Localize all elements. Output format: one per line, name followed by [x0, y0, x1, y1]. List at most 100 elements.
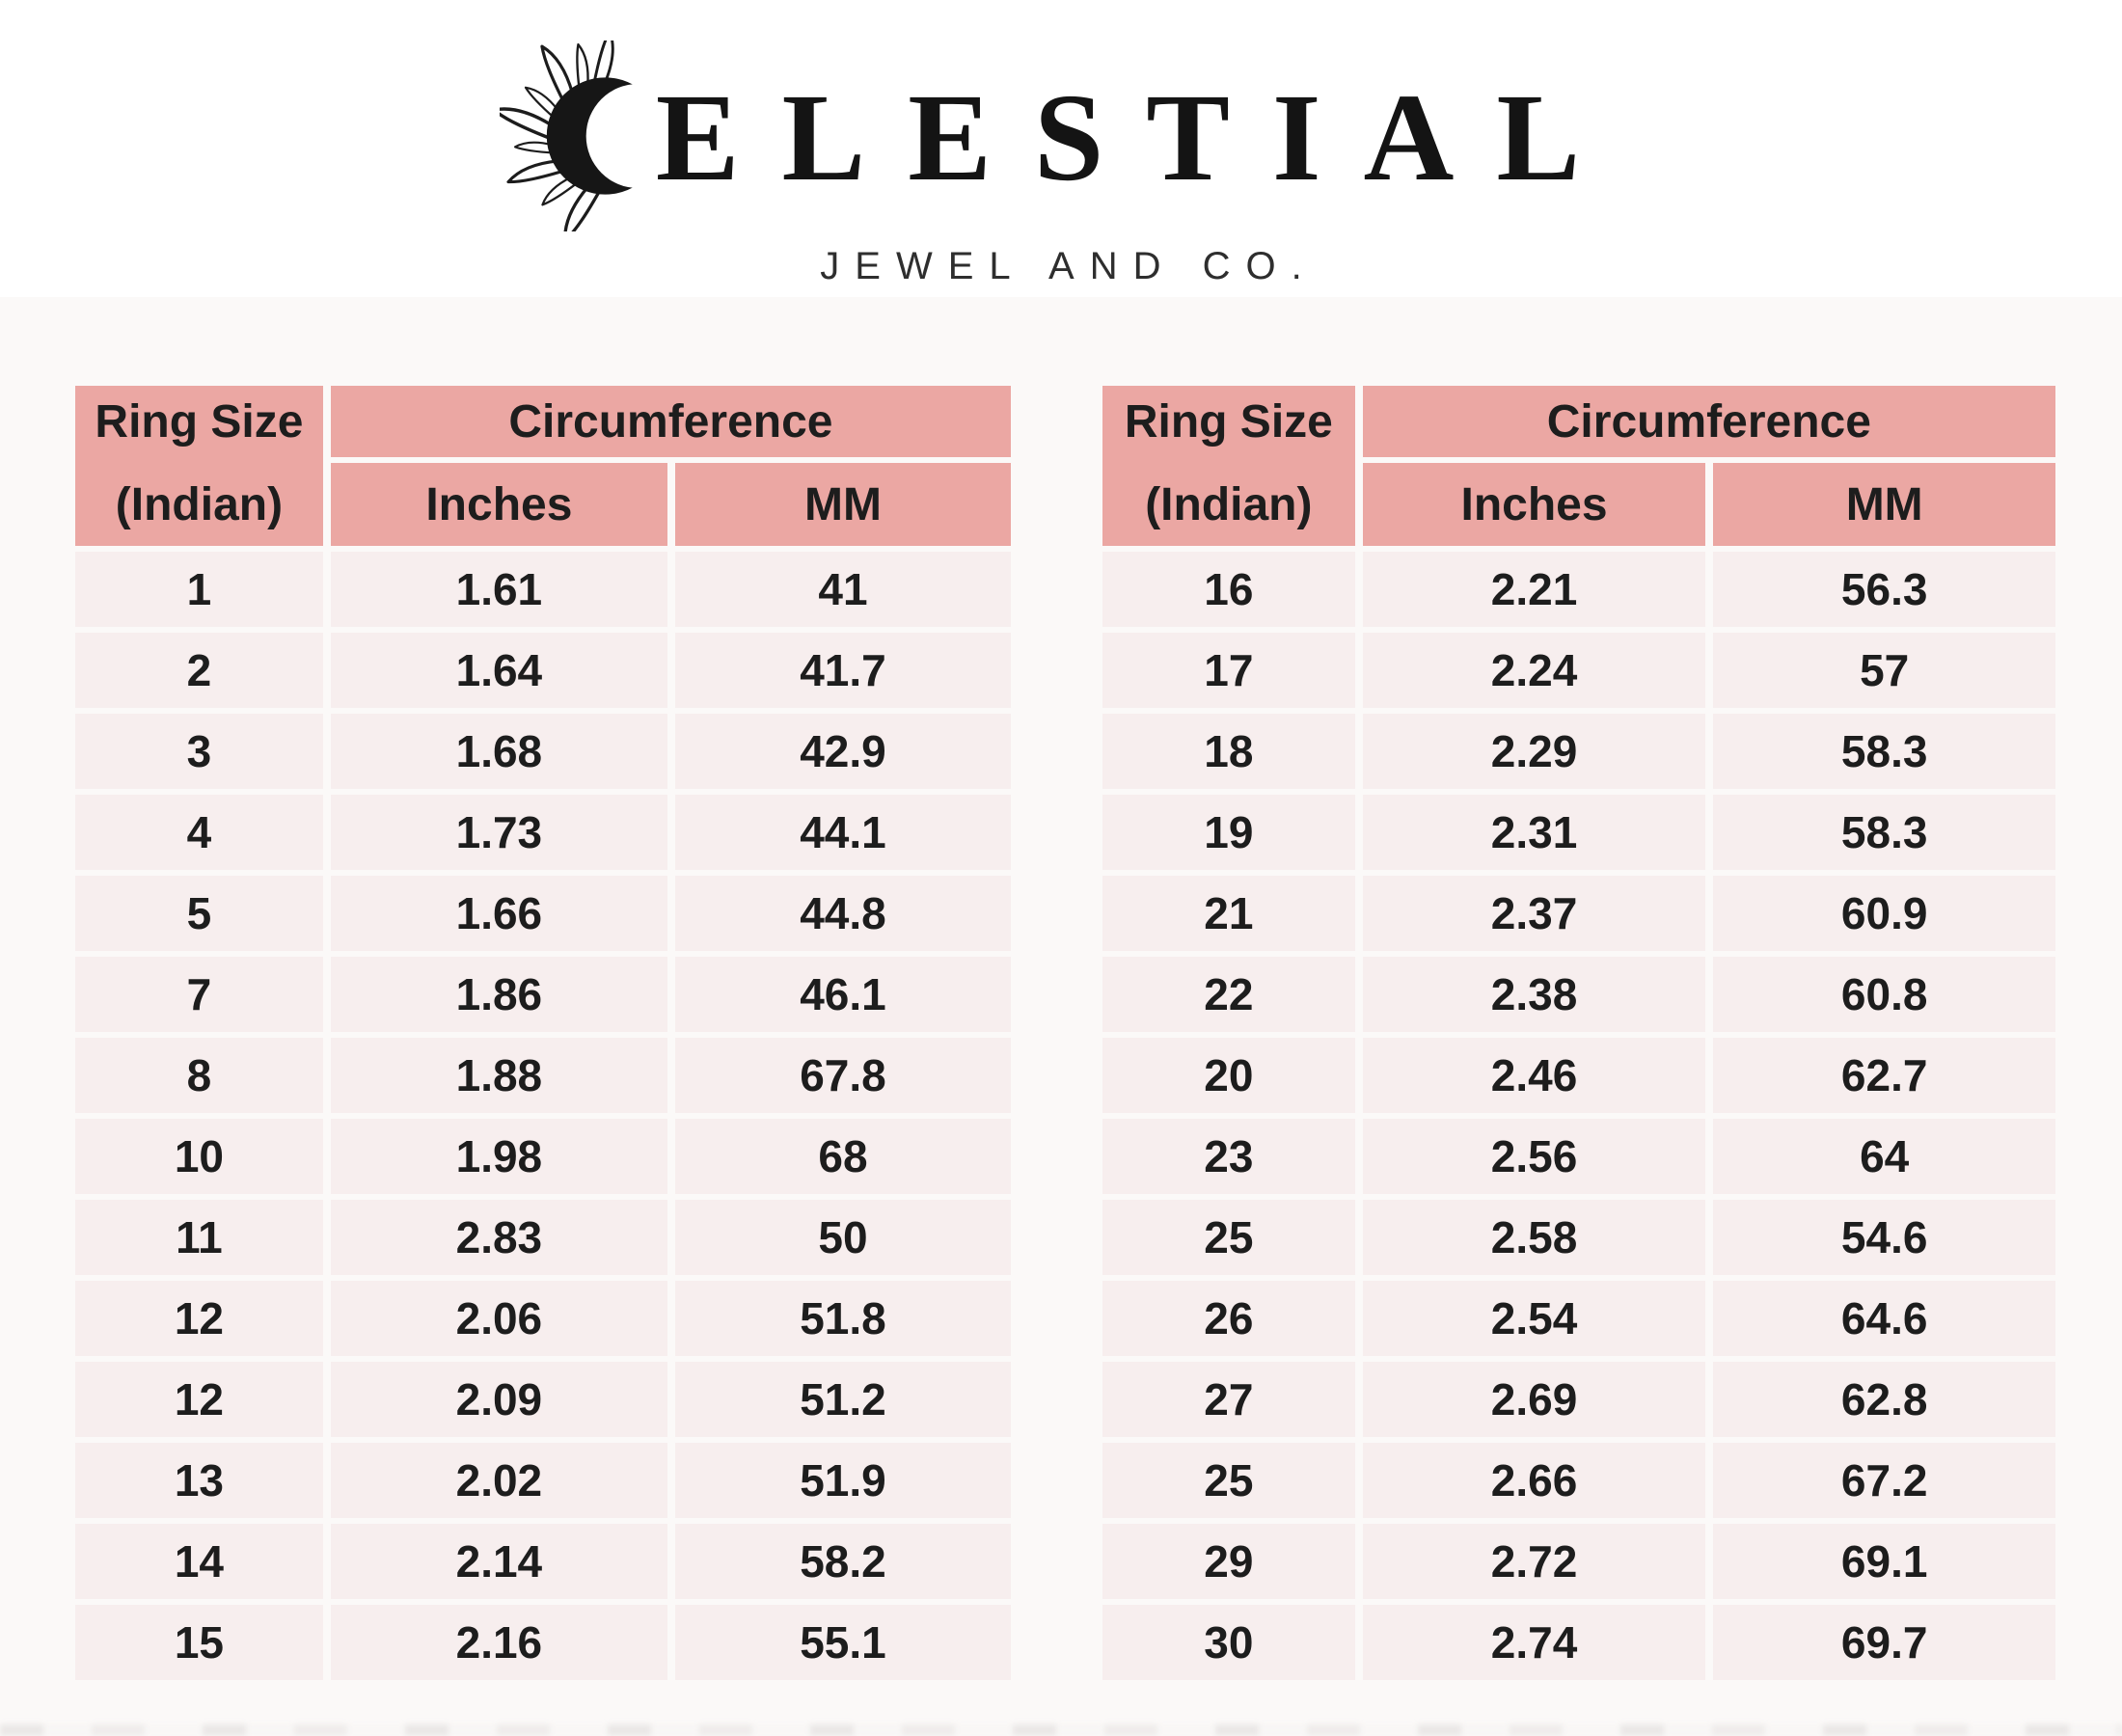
- ring-size-cell: 7: [75, 957, 323, 1032]
- inches-cell: 2.02: [330, 1443, 667, 1518]
- inches-cell: 2.46: [1362, 1038, 1706, 1113]
- ring-size-cell: 19: [1102, 795, 1355, 870]
- ring-size-cell: 13: [75, 1443, 323, 1518]
- inches-cell: 2.72: [1362, 1524, 1706, 1599]
- ring-size-header-cell: Ring Size (Indian): [75, 386, 323, 546]
- ring-size-header-line2: (Indian): [115, 478, 284, 530]
- bottom-blur-strip: [0, 1724, 2122, 1736]
- ring-size-cell: 1: [75, 552, 323, 627]
- ring-size-cell: 3: [75, 714, 323, 789]
- mm-cell: 62.8: [1713, 1362, 2055, 1437]
- inches-cell: 2.38: [1362, 957, 1706, 1032]
- inches-cell: 2.31: [1362, 795, 1706, 870]
- brand-logo: ELESTIAL JEWEL AND CO.: [0, 41, 2122, 288]
- inches-cell: 1.98: [330, 1119, 667, 1194]
- mm-cell: 62.7: [1713, 1038, 2055, 1113]
- ring-size-cell: 22: [1102, 957, 1355, 1032]
- ring-size-cell: 2: [75, 633, 323, 708]
- inches-cell: 2.24: [1362, 633, 1706, 708]
- ring-size-cell: 27: [1102, 1362, 1355, 1437]
- circumference-header-cell: Circumference: [1362, 386, 2055, 457]
- mm-cell: 60.8: [1713, 957, 2055, 1032]
- mm-cell: 42.9: [674, 714, 1011, 789]
- ring-size-cell: 4: [75, 795, 323, 870]
- ring-size-table-right: Ring Size (Indian) Circumference Inches …: [1102, 386, 2055, 1680]
- mm-cell: 68: [674, 1119, 1011, 1194]
- inches-cell: 2.06: [330, 1281, 667, 1356]
- mm-cell: 67.2: [1713, 1443, 2055, 1518]
- ring-size-cell: 12: [75, 1362, 323, 1437]
- inches-cell: 2.58: [1362, 1200, 1706, 1275]
- mm-cell: 44.8: [674, 876, 1011, 951]
- inches-cell: 2.14: [330, 1524, 667, 1599]
- mm-cell: 69.7: [1713, 1605, 2055, 1680]
- sun-crescent-moon-icon: [499, 41, 664, 231]
- mm-cell: 58.3: [1713, 795, 2055, 870]
- mm-cell: 56.3: [1713, 552, 2055, 627]
- inches-cell: 2.69: [1362, 1362, 1706, 1437]
- inches-cell: 2.29: [1362, 714, 1706, 789]
- brand-wordmark-tail: ELESTIAL: [655, 68, 1623, 207]
- ring-size-cell: 15: [75, 1605, 323, 1680]
- mm-cell: 54.6: [1713, 1200, 2055, 1275]
- ring-size-cell: 21: [1102, 876, 1355, 951]
- ring-size-header-line2: (Indian): [1145, 478, 1313, 530]
- mm-cell: 64.6: [1713, 1281, 2055, 1356]
- ring-size-header-line1: Ring Size: [1124, 395, 1333, 448]
- ring-size-cell: 16: [1102, 552, 1355, 627]
- mm-cell: 51.9: [674, 1443, 1011, 1518]
- ring-size-cell: 18: [1102, 714, 1355, 789]
- ring-size-cell: 10: [75, 1119, 323, 1194]
- inches-cell: 2.21: [1362, 552, 1706, 627]
- mm-cell: 58.2: [674, 1524, 1011, 1599]
- ring-size-cell: 23: [1102, 1119, 1355, 1194]
- ring-size-cell: 26: [1102, 1281, 1355, 1356]
- inches-cell: 2.56: [1362, 1119, 1706, 1194]
- mm-header-cell: MM: [674, 463, 1011, 546]
- mm-cell: 44.1: [674, 795, 1011, 870]
- mm-cell: 58.3: [1713, 714, 2055, 789]
- mm-header-cell: MM: [1713, 463, 2055, 546]
- ring-size-cell: 14: [75, 1524, 323, 1599]
- ring-size-cell: 12: [75, 1281, 323, 1356]
- mm-cell: 41: [674, 552, 1011, 627]
- mm-cell: 57: [1713, 633, 2055, 708]
- mm-cell: 69.1: [1713, 1524, 2055, 1599]
- mm-cell: 50: [674, 1200, 1011, 1275]
- inches-header-cell: Inches: [1362, 463, 1706, 546]
- inches-cell: 1.64: [330, 633, 667, 708]
- ring-size-cell: 11: [75, 1200, 323, 1275]
- ring-size-table-left: Ring Size (Indian) Circumference Inches …: [75, 386, 1011, 1680]
- mm-cell: 51.2: [674, 1362, 1011, 1437]
- inches-cell: 1.68: [330, 714, 667, 789]
- ring-size-cell: 25: [1102, 1443, 1355, 1518]
- inches-cell: 1.66: [330, 876, 667, 951]
- inches-cell: 2.37: [1362, 876, 1706, 951]
- mm-cell: 64: [1713, 1119, 2055, 1194]
- mm-cell: 46.1: [674, 957, 1011, 1032]
- inches-cell: 1.86: [330, 957, 667, 1032]
- inches-header-cell: Inches: [330, 463, 667, 546]
- ring-size-cell: 29: [1102, 1524, 1355, 1599]
- mm-cell: 51.8: [674, 1281, 1011, 1356]
- ring-size-cell: 25: [1102, 1200, 1355, 1275]
- mm-cell: 55.1: [674, 1605, 1011, 1680]
- inches-cell: 1.61: [330, 552, 667, 627]
- inches-cell: 2.83: [330, 1200, 667, 1275]
- ring-size-cell: 17: [1102, 633, 1355, 708]
- circumference-header-cell: Circumference: [330, 386, 1011, 457]
- ring-size-cell: 20: [1102, 1038, 1355, 1113]
- inches-cell: 2.09: [330, 1362, 667, 1437]
- ring-size-header-cell: Ring Size (Indian): [1102, 386, 1355, 546]
- brand-wordmark-row: ELESTIAL: [499, 41, 1623, 231]
- mm-cell: 60.9: [1713, 876, 2055, 951]
- mm-cell: 67.8: [674, 1038, 1011, 1113]
- inches-cell: 2.74: [1362, 1605, 1706, 1680]
- ring-size-header-line1: Ring Size: [95, 395, 304, 448]
- inches-cell: 2.66: [1362, 1443, 1706, 1518]
- inches-cell: 1.73: [330, 795, 667, 870]
- mm-cell: 41.7: [674, 633, 1011, 708]
- ring-size-cell: 8: [75, 1038, 323, 1113]
- brand-subtitle: JEWEL AND CO.: [820, 245, 1318, 287]
